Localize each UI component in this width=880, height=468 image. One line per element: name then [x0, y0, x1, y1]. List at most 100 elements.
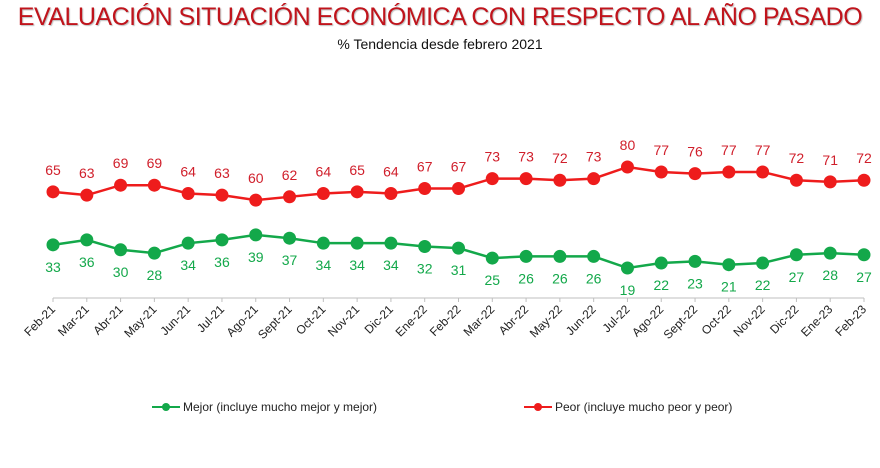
data-label: 31: [451, 262, 467, 278]
data-point: [384, 236, 398, 250]
data-label: 26: [586, 270, 602, 286]
data-point: [316, 186, 330, 200]
data-label: 34: [349, 257, 365, 273]
legend-label-mejor: Mejor (incluye mucho mejor y mejor): [183, 400, 378, 414]
data-point: [553, 249, 567, 263]
legend-item-peor: Peor (incluye mucho peor y peor): [524, 400, 732, 414]
x-tick-label: Nov-21: [325, 302, 362, 339]
x-tick-label: Dic-21: [362, 302, 397, 337]
x-tick-label: Mar-22: [461, 302, 498, 339]
data-point: [46, 238, 60, 252]
data-label: 65: [349, 162, 365, 178]
x-tick-label: Jun-22: [563, 302, 599, 338]
data-label: 34: [383, 257, 399, 273]
x-tick-label: Jul-22: [600, 302, 633, 335]
data-point: [249, 193, 263, 207]
x-tick-label: Abr-21: [90, 302, 126, 338]
data-point: [181, 186, 195, 200]
x-tick-label: Sept-22: [661, 302, 701, 342]
data-point: [756, 256, 770, 270]
data-point: [350, 185, 364, 199]
data-label: 64: [383, 163, 399, 179]
x-tick-label: Ene-22: [393, 302, 430, 339]
x-tick-label: Ago-21: [224, 302, 261, 339]
data-label: 77: [721, 142, 737, 158]
data-point: [384, 186, 398, 200]
data-point: [283, 190, 297, 204]
data-point: [350, 236, 364, 250]
data-point: [789, 173, 803, 187]
x-tick-label: Feb-23: [832, 302, 869, 339]
data-label: 72: [789, 150, 805, 166]
data-label: 36: [214, 254, 230, 270]
data-label: 37: [282, 252, 298, 268]
x-tick-label: Jun-21: [157, 302, 193, 338]
data-label: 67: [417, 159, 433, 175]
data-labels: 33 36 30 28 34 36 39 37 34 34 34 32 31 25 26 26 26 19 22 23…: [45, 137, 872, 298]
x-tick-label: Jul-21: [194, 302, 227, 335]
data-point: [722, 165, 736, 179]
data-label: 73: [586, 149, 602, 165]
data-label: 65: [45, 162, 61, 178]
data-label: 77: [653, 142, 669, 158]
data-label: 33: [45, 259, 61, 275]
data-label: 76: [687, 144, 703, 160]
data-label: 63: [79, 165, 95, 181]
data-label: 36: [79, 254, 95, 270]
data-point: [857, 173, 871, 187]
data-point: [114, 178, 128, 192]
data-point: [553, 173, 567, 187]
data-label: 72: [856, 150, 872, 166]
data-point: [654, 256, 668, 270]
data-point: [756, 165, 770, 179]
data-label: 27: [789, 269, 805, 285]
x-tick-label: May-21: [121, 302, 159, 340]
data-point: [452, 241, 465, 255]
data-point: [418, 239, 432, 253]
data-label: 39: [248, 249, 264, 265]
data-point: [789, 248, 803, 262]
data-label: 77: [755, 142, 771, 158]
data-point: [215, 188, 229, 202]
data-label: 34: [316, 257, 332, 273]
x-tick-label: Sept-21: [255, 302, 295, 342]
data-point: [485, 172, 499, 186]
data-point: [452, 182, 465, 196]
data-point: [80, 188, 94, 202]
data-label: 73: [485, 149, 501, 165]
data-label: 28: [822, 267, 838, 283]
x-tick-label: Nov-22: [730, 302, 767, 339]
data-point: [654, 165, 668, 179]
series-layer: [46, 160, 871, 275]
x-tick-label: Oct-22: [699, 302, 735, 338]
data-point: [620, 261, 634, 275]
data-point: [722, 258, 736, 272]
data-label: 25: [485, 272, 501, 288]
legend-label-peor: Peor (incluye mucho peor y peor): [555, 400, 733, 414]
x-tick-label: Feb-21: [21, 302, 58, 339]
data-point: [46, 185, 60, 199]
data-label: 67: [451, 159, 467, 175]
data-label: 19: [620, 282, 636, 298]
x-tick-label: Mar-21: [55, 302, 92, 339]
data-point: [823, 246, 837, 260]
data-point: [823, 175, 837, 189]
data-label: 71: [822, 152, 838, 168]
data-point: [688, 167, 702, 181]
data-point: [519, 249, 533, 263]
chart-title: EVALUACIÓN SITUACIÓN ECONÓMICA CON RESPE…: [17, 3, 863, 31]
data-label: 30: [113, 264, 129, 280]
data-label: 32: [417, 260, 433, 276]
x-tick-label: Ago-22: [629, 302, 666, 339]
data-label: 28: [147, 267, 163, 283]
data-label: 22: [653, 277, 669, 293]
data-point: [418, 182, 432, 196]
data-point: [857, 248, 871, 262]
data-label: 64: [180, 163, 196, 179]
data-label: 26: [518, 270, 534, 286]
data-point: [283, 231, 297, 245]
data-label: 34: [180, 257, 196, 273]
data-point: [181, 236, 195, 250]
